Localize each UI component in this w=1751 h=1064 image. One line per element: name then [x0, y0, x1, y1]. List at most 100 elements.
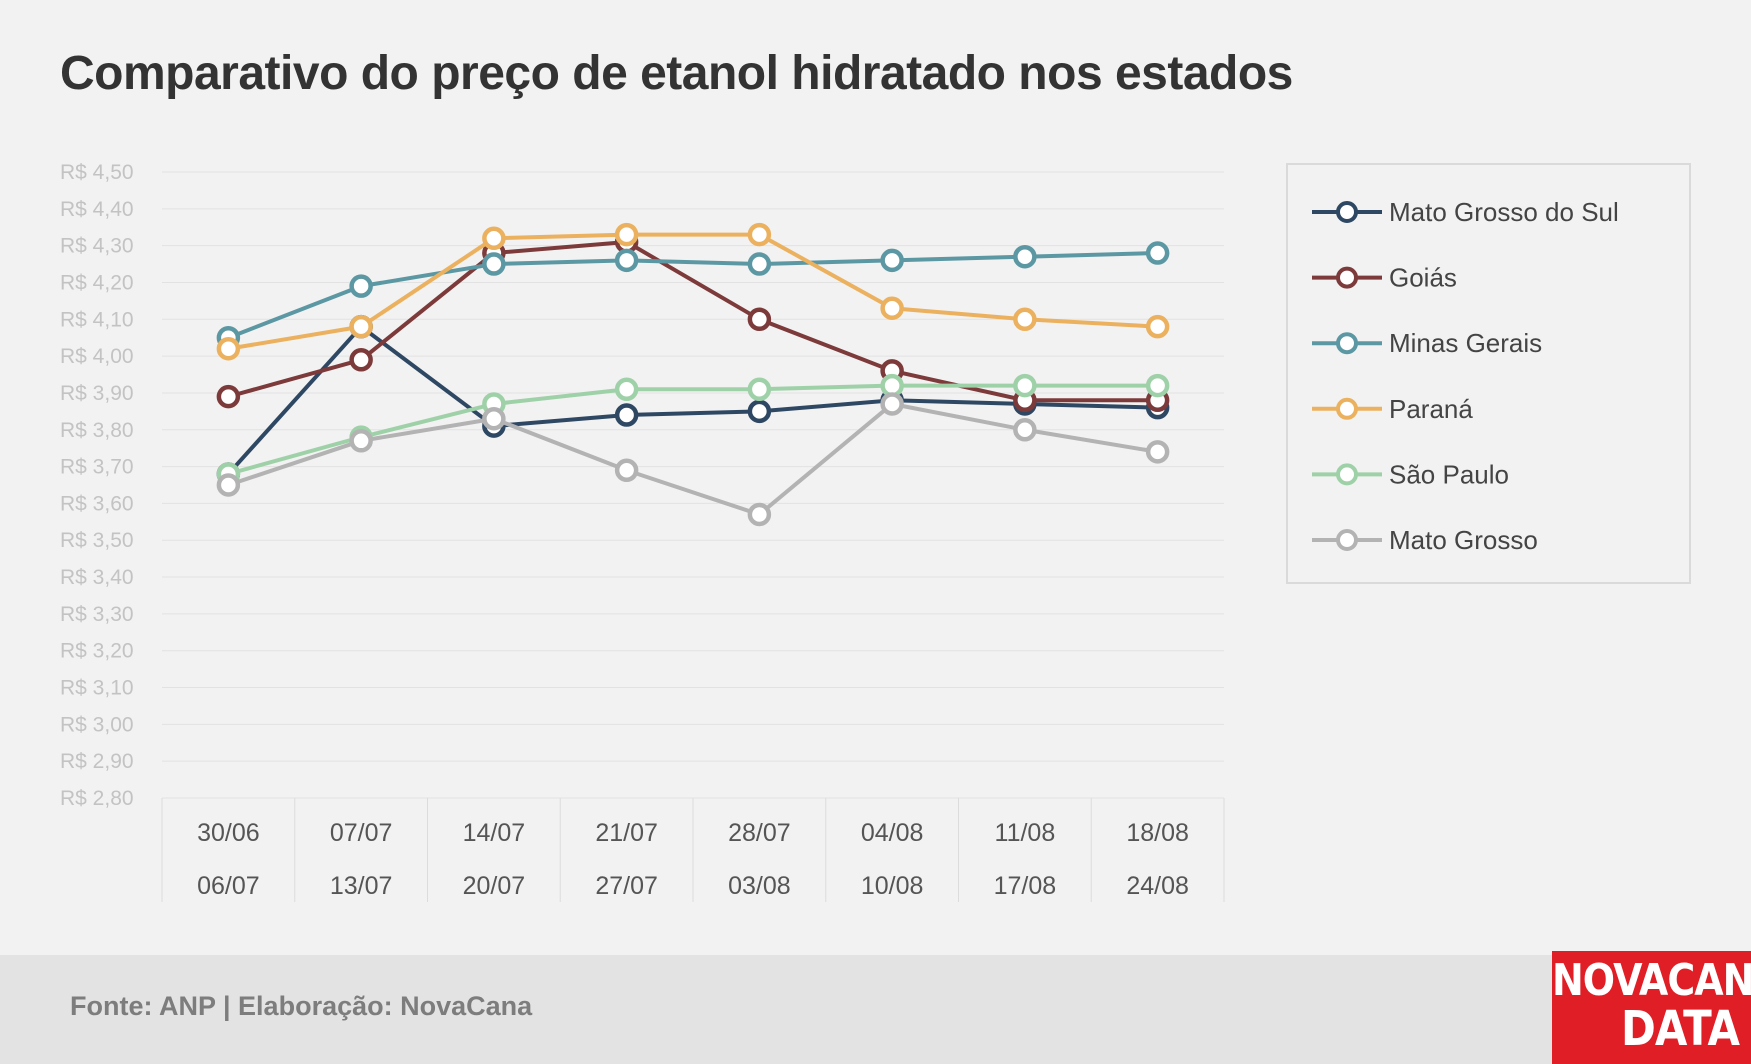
y-tick-label: R$ 4,10	[60, 308, 134, 331]
logo-line-2: DATA	[1620, 1000, 1740, 1057]
data-point	[1013, 418, 1037, 442]
y-tick-label: R$ 3,50	[60, 529, 134, 552]
x-tick-label: 11/08	[995, 819, 1056, 847]
x-tick-label: 06/07	[197, 872, 260, 900]
legend: Mato Grosso do Sul Goiás Minas Gerais Paran…	[1286, 163, 1691, 584]
series-lines	[216, 222, 1170, 527]
x-tick-label: 04/08	[861, 819, 924, 847]
y-tick-label: R$ 3,00	[60, 713, 134, 736]
x-tick-label: 10/08	[861, 872, 924, 900]
data-point	[747, 252, 772, 276]
y-tick-label: R$ 3,30	[60, 603, 134, 626]
legend-item: Mato Grosso do Sul	[1312, 197, 1619, 227]
y-tick-label: R$ 3,90	[60, 382, 134, 405]
y-tick-label: R$ 4,20	[60, 271, 134, 294]
data-point	[349, 348, 373, 372]
y-tick-label: R$ 4,30	[60, 235, 134, 258]
x-tick-label: 20/07	[463, 872, 526, 900]
data-point	[1013, 373, 1037, 398]
legend-item: Goiás	[1312, 263, 1457, 293]
footer: Fonte: ANP | Elaboração: NovaCana	[0, 955, 1751, 1064]
x-tick-label: 17/08	[994, 872, 1057, 900]
data-point	[482, 406, 506, 431]
x-tick-label: 30/06	[197, 819, 260, 847]
series-line	[227, 383, 1158, 476]
x-tick-label: 14/07	[463, 819, 526, 847]
data-point	[880, 392, 904, 416]
data-point	[1145, 440, 1170, 464]
data-point	[1013, 244, 1037, 269]
series-line	[227, 239, 1158, 403]
source-note: Fonte: ANP | Elaboração: NovaCana	[70, 991, 533, 1021]
y-tick-label: R$ 3,40	[60, 566, 134, 589]
legend-swatch-marker	[1336, 463, 1358, 486]
legend-swatch-marker	[1336, 201, 1358, 223]
chart-title: Comparativo do preço de etanol hidratado…	[60, 47, 1293, 100]
legend-item: Mato Grosso	[1312, 525, 1538, 555]
x-axis-categories: 30/06 06/07 07/07 13/07 14/07 20/07 21/07 27/07…	[161, 798, 1225, 902]
x-tick-label: 18/08	[1126, 819, 1189, 847]
legend-box	[1286, 163, 1691, 584]
data-point	[614, 377, 639, 402]
x-tick-label: 24/08	[1126, 872, 1189, 900]
legend-label: Mato Grosso	[1389, 525, 1538, 555]
y-tick-label: R$ 3,70	[60, 456, 134, 479]
legend-label: Minas Gerais	[1389, 328, 1542, 358]
x-tick-label: 28/07	[728, 819, 791, 847]
series-minas-gerais	[216, 241, 1170, 350]
data-point	[349, 314, 373, 339]
y-tick-label: R$ 3,20	[60, 640, 134, 663]
data-point	[1145, 241, 1170, 265]
data-point	[880, 248, 904, 273]
data-point	[614, 248, 639, 273]
legend-swatch-marker	[1336, 266, 1358, 289]
novacana-data-logo: NOVACANA DATA	[1552, 951, 1751, 1064]
data-point	[216, 473, 241, 497]
y-tick-label: R$ 3,80	[60, 419, 134, 442]
legend-item: Minas Gerais	[1312, 328, 1542, 358]
data-point	[1145, 373, 1170, 398]
y-tick-label: R$ 2,80	[60, 787, 134, 810]
legend-label: Paraná	[1389, 394, 1473, 424]
legend-label: São Paulo	[1389, 459, 1509, 489]
series-mato-grosso	[216, 392, 1170, 527]
data-point	[747, 307, 772, 332]
data-point	[1013, 307, 1037, 332]
series-parana	[216, 222, 1170, 361]
data-point	[614, 222, 639, 247]
legend-item: São Paulo	[1312, 459, 1509, 489]
x-tick-label: 03/08	[728, 872, 791, 900]
y-tick-label: R$ 4,00	[60, 345, 134, 368]
legend-label: Mato Grosso do Sul	[1389, 197, 1619, 227]
data-point	[1145, 314, 1170, 339]
x-tick-label: 27/07	[595, 872, 658, 900]
data-point	[747, 399, 772, 424]
legend-swatch-marker	[1336, 529, 1358, 551]
data-point	[614, 403, 639, 427]
grid-lines	[162, 171, 1224, 799]
legend-swatch-marker	[1336, 332, 1358, 355]
data-point	[614, 458, 639, 483]
line-chart: R$ 4,50 R$ 4,40 R$ 4,30 R$ 4,20 R$ 4,10 R$ 4,…	[60, 161, 1691, 902]
data-point	[349, 274, 373, 298]
x-tick-label: 21/07	[595, 819, 658, 847]
data-point	[216, 384, 241, 409]
series-line	[228, 232, 1158, 351]
data-point	[880, 296, 904, 320]
legend-label: Goiás	[1389, 263, 1457, 293]
data-point	[482, 226, 506, 251]
y-tick-label: R$ 3,10	[60, 677, 134, 700]
series-line	[227, 251, 1158, 340]
data-point	[880, 373, 904, 398]
y-tick-label: R$ 2,90	[60, 750, 134, 773]
data-point	[482, 252, 506, 276]
legend-swatch-marker	[1336, 397, 1358, 420]
y-tick-label: R$ 3,60	[60, 492, 134, 515]
logo-line-1: NOVACANA	[1552, 954, 1751, 1006]
data-point	[747, 377, 772, 402]
x-tick-label: 07/07	[330, 819, 393, 847]
y-tick-label: R$ 4,40	[60, 198, 134, 221]
data-point	[349, 429, 373, 453]
data-point	[216, 337, 241, 361]
y-axis-ticks: R$ 4,50 R$ 4,40 R$ 4,30 R$ 4,20 R$ 4,10 R$ 4,…	[60, 161, 134, 810]
